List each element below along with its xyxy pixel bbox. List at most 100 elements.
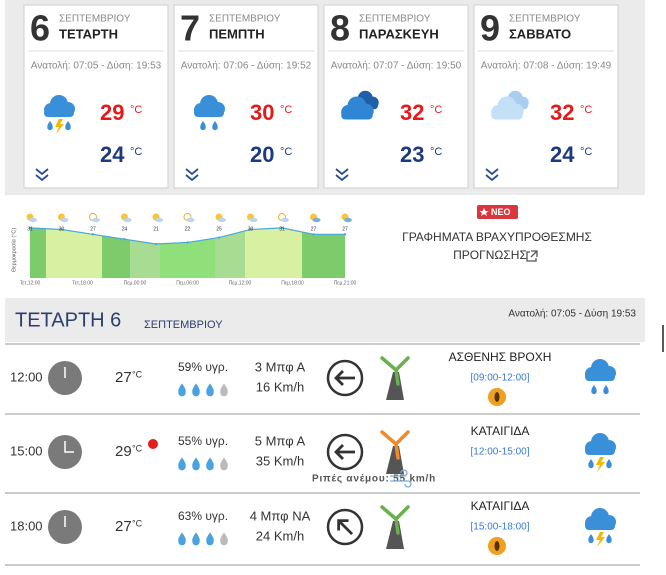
drop bbox=[603, 385, 609, 395]
row-humidity: 59% υγρ. bbox=[178, 360, 228, 374]
row-wind: 5 Μπφ Α bbox=[255, 433, 306, 448]
wind-arrow bbox=[334, 370, 355, 386]
cloud-part bbox=[585, 447, 615, 455]
x-label: Πεμ,21:00 bbox=[334, 280, 357, 286]
mini-cloud bbox=[249, 217, 258, 223]
storm-icon bbox=[585, 433, 616, 455]
drop bbox=[220, 532, 228, 546]
row-range: [15:00-18:00] bbox=[471, 522, 530, 533]
row-range: [09:00-12:00] bbox=[471, 373, 530, 384]
row-speed: 35 Km/h bbox=[256, 453, 304, 468]
windmill bbox=[380, 356, 410, 400]
windmill-blade bbox=[394, 368, 400, 386]
row-humidity: 55% υγρ. bbox=[178, 434, 228, 448]
temp-label: 24 bbox=[122, 226, 128, 232]
temp-unit: °C bbox=[280, 104, 292, 116]
drop bbox=[192, 457, 200, 471]
drop bbox=[178, 532, 186, 546]
row-temp: 29 bbox=[115, 443, 132, 460]
temp-label: 30 bbox=[248, 226, 254, 232]
mini-cloud bbox=[344, 217, 352, 223]
wind-arrow bbox=[334, 444, 355, 460]
day-card[interactable] bbox=[173, 4, 319, 189]
today-title: ΤΕΤΑΡΤΗ 6 bbox=[15, 309, 121, 331]
today-sun: Ανατολή: 07:05 - Δύση 19:53 bbox=[508, 308, 636, 320]
drop bbox=[206, 532, 214, 546]
temp-point bbox=[343, 233, 347, 236]
windmill-pole bbox=[386, 446, 404, 474]
windmill bbox=[380, 430, 410, 474]
day-number: 8 bbox=[330, 8, 350, 49]
temp-point bbox=[217, 236, 221, 239]
temp-label: 21 bbox=[153, 226, 159, 232]
drop bbox=[192, 383, 200, 397]
band bbox=[245, 223, 302, 278]
y-label: Θερμοκρασία (°C) bbox=[11, 228, 17, 272]
lightning bbox=[596, 532, 605, 547]
day-month: ΣΕΠΤΕΜΒΡΙΟΥ bbox=[59, 14, 131, 25]
row-speed: 16 Km/h bbox=[256, 379, 304, 394]
chevron bbox=[335, 168, 349, 176]
clock-hands bbox=[64, 441, 74, 453]
cloud-front bbox=[341, 96, 374, 120]
chevron bbox=[485, 174, 499, 182]
mini-chart[interactable]: 31 30 27 24 21 22 25 30 31 27 27 Τετ,12:00 Τετ,18:00… bbox=[11, 213, 357, 287]
windmill-blade bbox=[394, 430, 410, 446]
low-temp: 24 bbox=[100, 142, 125, 167]
temp-label: 27 bbox=[342, 226, 348, 232]
high-temp: 32 bbox=[400, 100, 424, 125]
row-humidity: 63% υγρ. bbox=[178, 509, 228, 523]
promo-line: ΠΡΟΓΝΩΣΗΣ bbox=[453, 248, 527, 262]
cloud-part bbox=[585, 373, 615, 381]
drop bbox=[591, 385, 597, 395]
external-link[interactable] bbox=[526, 250, 538, 262]
row-temp: 27 bbox=[115, 369, 132, 386]
temp-unit: °C bbox=[132, 443, 143, 453]
temp-point bbox=[312, 233, 315, 236]
mini-cloud bbox=[186, 217, 195, 223]
row-desc: ΚΑΤΑΙΓΙΔΑ bbox=[471, 499, 530, 513]
temp-unit: °C bbox=[130, 146, 142, 158]
high-temp: 29 bbox=[100, 100, 124, 125]
day-card[interactable] bbox=[473, 4, 619, 189]
temp-point bbox=[91, 233, 95, 236]
chevron bbox=[335, 174, 349, 182]
mini-cloud bbox=[155, 217, 163, 223]
temp-label: 27 bbox=[90, 226, 96, 232]
badge-star bbox=[479, 208, 489, 216]
drop bbox=[192, 532, 200, 546]
windmill-blade bbox=[394, 356, 410, 372]
day-number: 7 bbox=[180, 8, 200, 49]
temp-point bbox=[186, 241, 189, 244]
temp-label: 31 bbox=[27, 226, 33, 232]
temp-unit: °C bbox=[430, 146, 442, 158]
drop bbox=[220, 383, 228, 397]
storm-icon bbox=[585, 508, 616, 530]
day-card[interactable] bbox=[323, 4, 469, 189]
drop bbox=[206, 457, 214, 471]
gust-icon bbox=[390, 469, 412, 488]
day-card[interactable] bbox=[23, 4, 169, 189]
area-mask bbox=[30, 221, 345, 245]
mini-cloud bbox=[60, 217, 69, 223]
day-number: 9 bbox=[480, 8, 500, 49]
row-desc: ΚΑΤΑΙΓΙΔΑ bbox=[471, 424, 530, 438]
day-month: ΣΕΠΤΕΜΒΡΙΟΥ bbox=[209, 14, 281, 25]
temp-point bbox=[28, 226, 32, 230]
drop bbox=[606, 534, 612, 544]
drop bbox=[178, 383, 186, 397]
row-time: 12:00 bbox=[10, 369, 43, 384]
day-weekday: ΣΑΒΒΑΤΟ bbox=[509, 26, 571, 41]
windmill-blade bbox=[394, 442, 400, 460]
mini-cloud bbox=[123, 217, 132, 223]
temp-label: 25 bbox=[216, 226, 222, 232]
windmill-blade bbox=[394, 505, 410, 521]
x-label: Πεμ,18:00 bbox=[281, 280, 304, 286]
temp-point bbox=[60, 228, 63, 231]
mini-cloud bbox=[92, 217, 100, 223]
windmill-blade bbox=[380, 505, 398, 521]
drop bbox=[220, 457, 228, 471]
sun-times: Ανατολή: 07:06 - Δύση: 19:52 bbox=[181, 60, 312, 72]
windmill-blade bbox=[380, 430, 398, 446]
